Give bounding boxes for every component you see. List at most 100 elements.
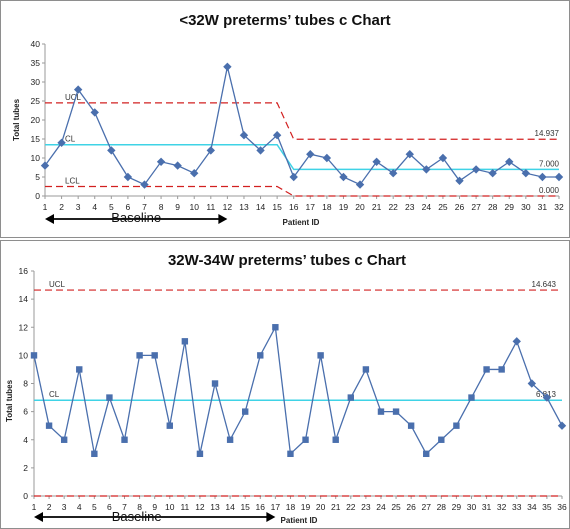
x-tick-label: 8 (137, 502, 142, 512)
x-tick-label: 19 (301, 502, 311, 512)
data-point (223, 62, 232, 71)
data-point (362, 366, 370, 373)
data-point (90, 108, 99, 117)
baseline-label: Baseline (111, 210, 161, 225)
x-tick-label: 22 (346, 502, 356, 512)
data-point (40, 161, 50, 170)
data-point (287, 450, 294, 458)
x-axis-label: Patient ID (281, 516, 318, 525)
x-tick-label: 16 (289, 202, 299, 212)
y-axis-label: Total tubes (5, 379, 14, 422)
lcl-label: LCL (65, 177, 80, 186)
data-point (453, 422, 460, 429)
x-tick-label: 10 (165, 502, 175, 512)
data-point (272, 324, 279, 331)
c-chart-32w-34w: 32W-34W preterms’ tubes c Chart024681012… (5, 252, 567, 525)
x-tick-label: 5 (109, 202, 114, 212)
y-tick-label: 15 (31, 134, 41, 144)
x-tick-label: 28 (488, 202, 498, 212)
chart-panel-preterm-under-32w: <32W preterms’ tubes c Chart 0 5 10 15 20 25 30… (0, 0, 570, 238)
lcl-value-label: 0.000 (539, 186, 560, 195)
x-tick-label: 7 (122, 502, 127, 512)
data-point (438, 436, 445, 443)
data-point (407, 422, 415, 429)
data-point (317, 352, 324, 359)
x-tick-label: 6 (126, 202, 131, 212)
data-point (140, 180, 149, 189)
ucl-line (45, 102, 559, 140)
y-tick-label: 40 (31, 39, 41, 49)
data-point (557, 421, 567, 430)
x-tick-label: 12 (195, 502, 205, 512)
x-tick-label: 2 (59, 202, 64, 212)
chart-title: <32W preterms’ tubes c Chart (179, 12, 390, 29)
data-point (438, 153, 448, 163)
data-point (196, 450, 204, 458)
data-point (45, 422, 53, 429)
x-tick-label: 10 (189, 202, 199, 212)
x-axis-label: Patient ID (283, 218, 320, 227)
x-tick-label: 13 (210, 502, 220, 512)
x-tick-label: 11 (180, 502, 189, 512)
data-point (73, 85, 83, 94)
chart-title: 32W-34W preterms’ tubes c Chart (168, 252, 406, 269)
y-tick-label: 8 (23, 379, 28, 389)
data-point (306, 150, 315, 159)
y-tick-label: 4 (23, 435, 28, 445)
x-tick-label: 31 (482, 502, 492, 512)
data-point (498, 366, 505, 373)
x-tick-label: 32 (497, 502, 507, 512)
data-point (242, 408, 249, 415)
y-tick-label: 0 (35, 191, 40, 201)
x-tick-label: 29 (452, 502, 462, 512)
data-point (239, 131, 249, 140)
baseline-arrowhead-left (34, 512, 43, 522)
x-tick-label: 18 (286, 502, 296, 512)
data-point (190, 169, 199, 178)
y-tick-label: 14 (19, 294, 29, 304)
series-line (33, 325, 563, 456)
x-tick-label: 3 (62, 502, 67, 512)
cl-label: CL (49, 390, 60, 399)
y-tick-label: 20 (31, 115, 41, 125)
data-point (405, 150, 414, 159)
x-tick-label: 1 (43, 202, 48, 212)
x-tick-label: 15 (240, 502, 250, 512)
data-point (272, 131, 282, 140)
data-point (151, 352, 158, 359)
x-tick-label: 30 (521, 202, 531, 212)
data-point (57, 138, 66, 147)
x-tick-label: 20 (355, 202, 365, 212)
ucl-value-label: 14.937 (535, 129, 560, 138)
x-tick-label: 17 (271, 502, 281, 512)
data-point (512, 337, 521, 346)
x-tick-label: 29 (505, 202, 515, 212)
y-tick-label: 10 (19, 350, 29, 360)
ucl-label: UCL (65, 93, 82, 102)
data-point (488, 169, 497, 178)
x-tick-label: 24 (422, 202, 432, 212)
x-tick-label: 17 (306, 202, 316, 212)
data-point (121, 436, 128, 443)
data-point (355, 180, 365, 189)
data-point (107, 146, 116, 155)
data-point (505, 157, 514, 166)
x-tick-label: 2 (47, 502, 52, 512)
x-tick-label: 8 (159, 202, 164, 212)
x-tick-label: 31 (538, 202, 548, 212)
x-tick-label: 5 (92, 502, 97, 512)
c-chart-under-32w: <32W preterms’ tubes c Chart051015202530… (12, 12, 564, 227)
x-tick-label: 27 (471, 202, 481, 212)
x-tick-label: 27 (421, 502, 431, 512)
data-point (257, 352, 264, 359)
x-tick-label: 7 (142, 202, 147, 212)
data-point (521, 169, 531, 178)
x-tick-label: 36 (557, 502, 567, 512)
ucl-label: UCL (49, 280, 66, 289)
data-point (173, 161, 182, 170)
x-tick-label: 19 (339, 202, 349, 212)
x-tick-label: 4 (77, 502, 82, 512)
x-tick-label: 30 (467, 502, 477, 512)
data-point (256, 146, 265, 155)
x-tick-label: 26 (455, 202, 465, 212)
